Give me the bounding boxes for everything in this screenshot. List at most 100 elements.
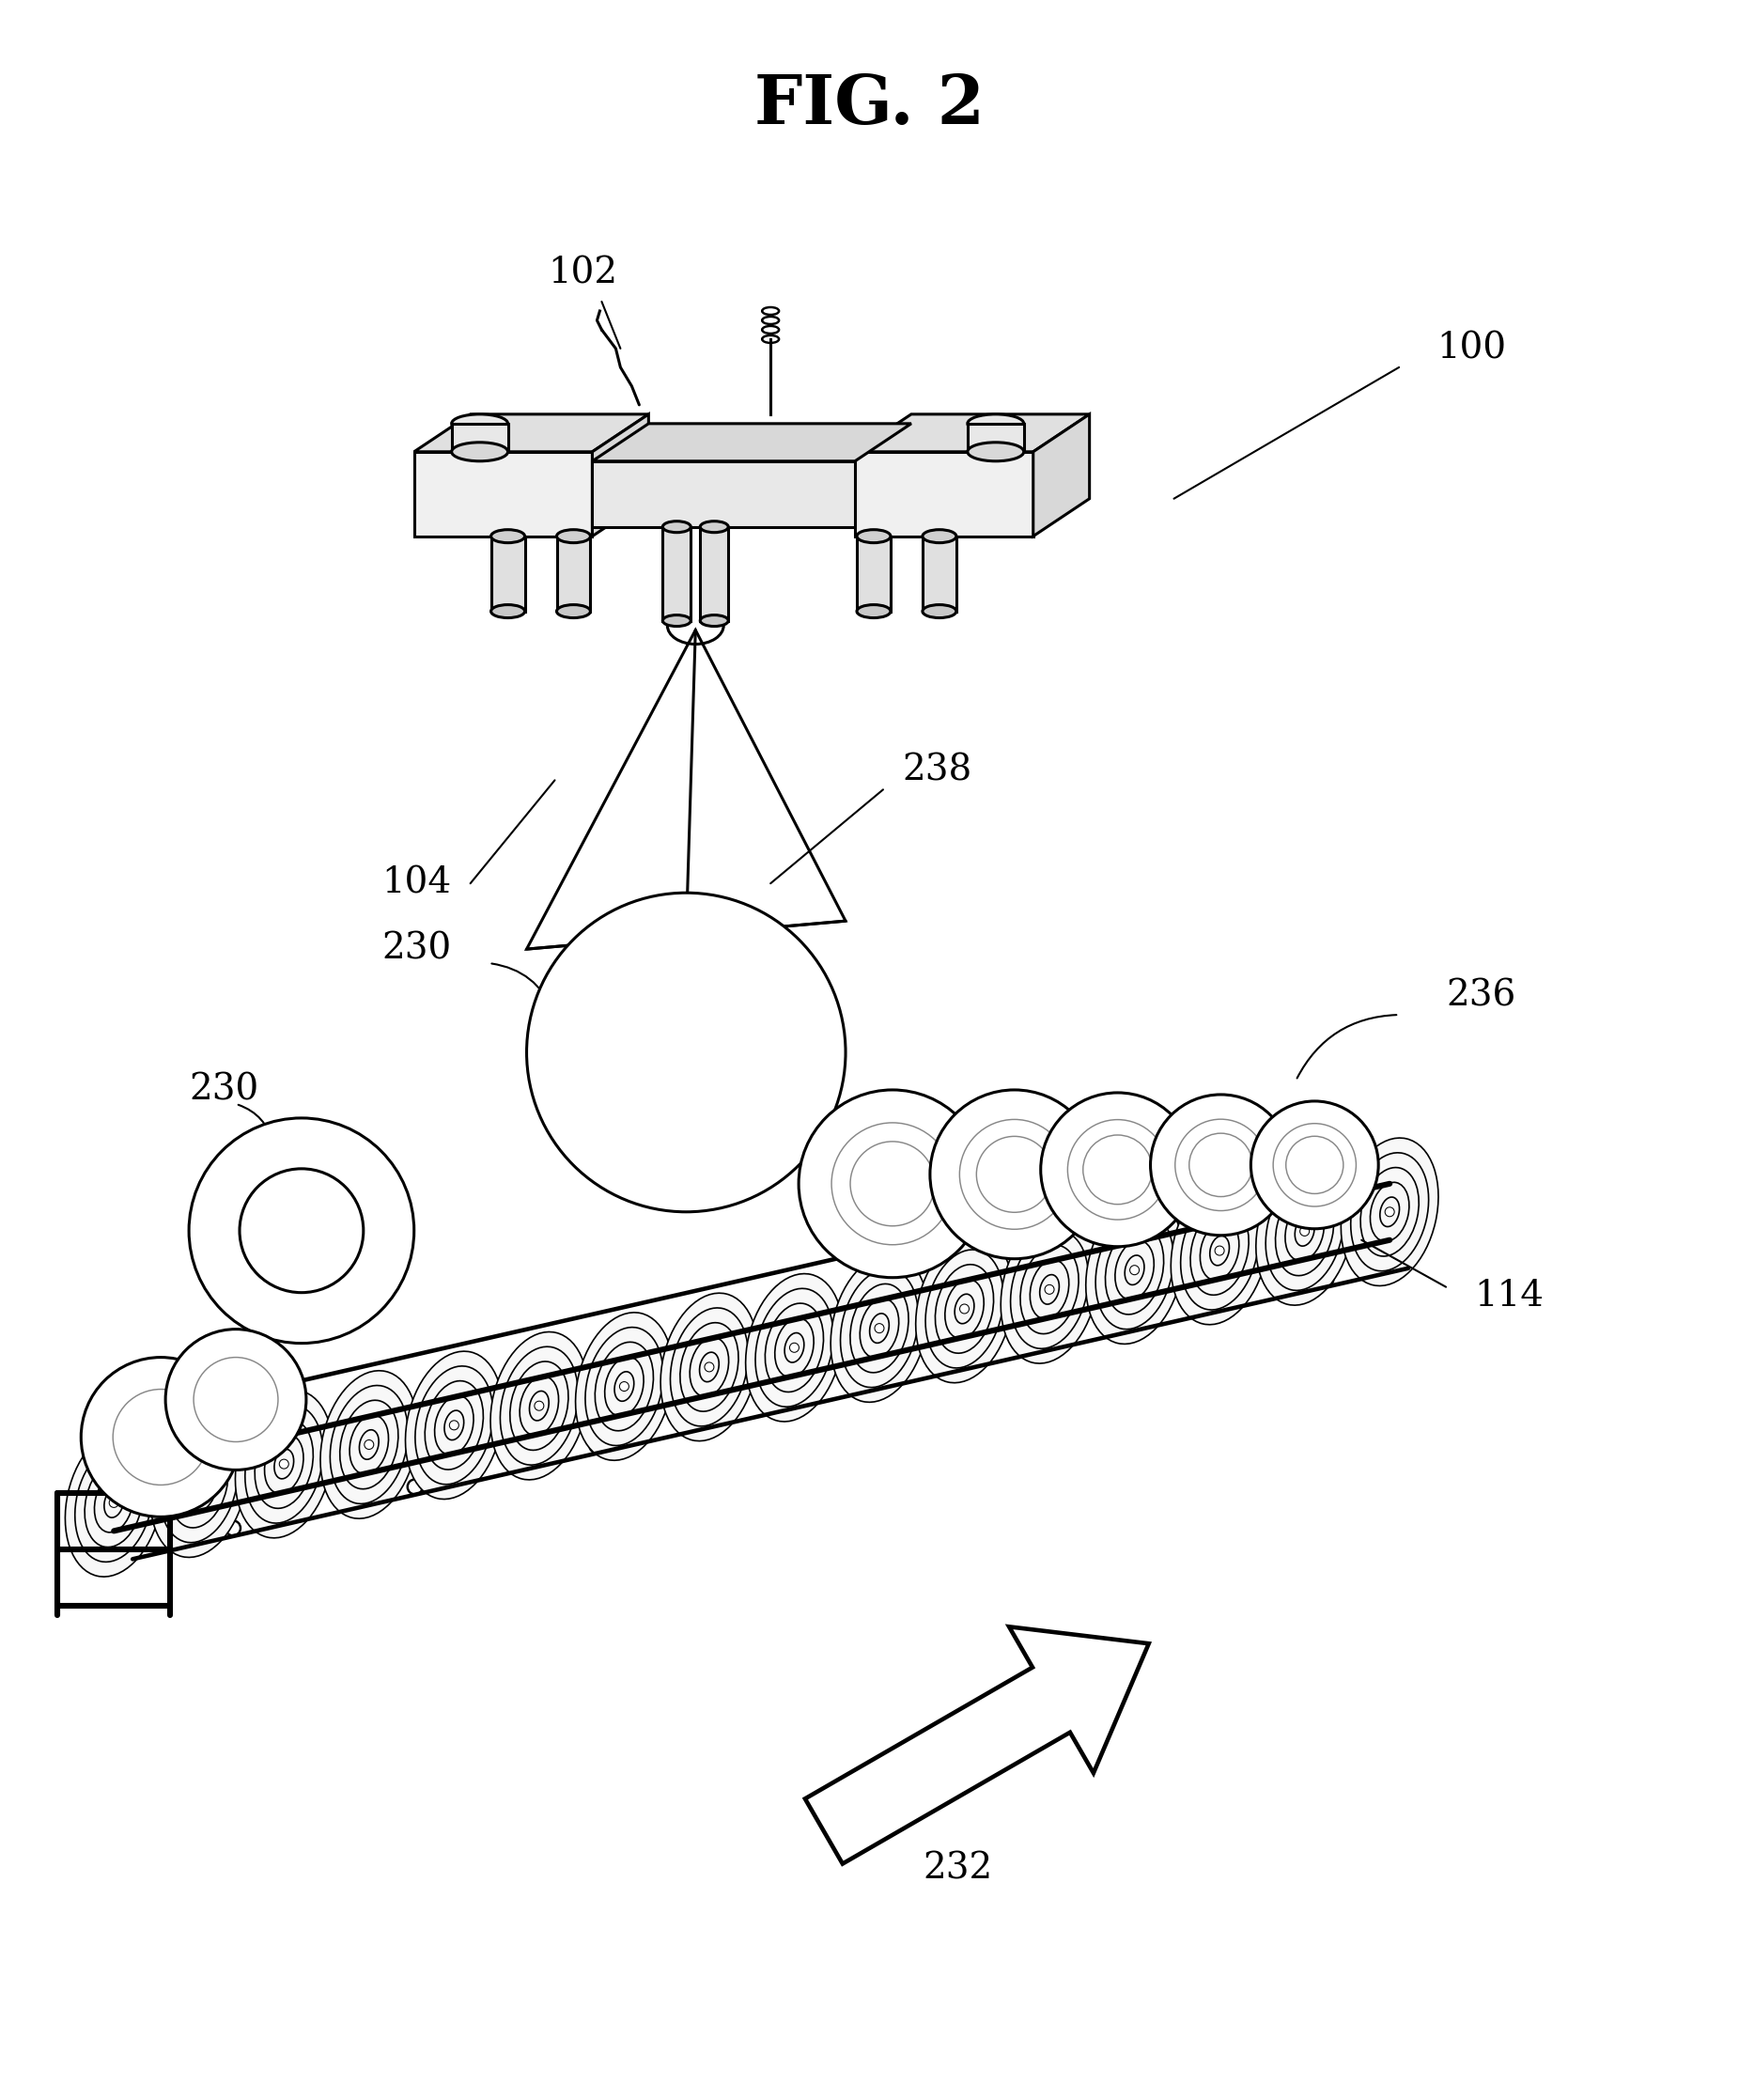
Circle shape bbox=[619, 1382, 630, 1390]
Ellipse shape bbox=[1191, 1205, 1249, 1296]
Text: FIG. 2: FIG. 2 bbox=[755, 71, 984, 139]
Ellipse shape bbox=[1370, 1182, 1409, 1241]
Ellipse shape bbox=[1106, 1226, 1163, 1315]
Ellipse shape bbox=[264, 1434, 303, 1493]
Ellipse shape bbox=[955, 1294, 974, 1323]
Circle shape bbox=[527, 892, 845, 1212]
Ellipse shape bbox=[85, 1457, 143, 1548]
Ellipse shape bbox=[520, 1376, 558, 1436]
Ellipse shape bbox=[840, 1268, 918, 1388]
Ellipse shape bbox=[784, 1333, 803, 1363]
Circle shape bbox=[365, 1441, 374, 1449]
Ellipse shape bbox=[170, 1438, 228, 1529]
Circle shape bbox=[195, 1478, 203, 1489]
Circle shape bbox=[798, 1090, 986, 1277]
Text: 114: 114 bbox=[1475, 1279, 1544, 1315]
Ellipse shape bbox=[765, 1304, 824, 1392]
Ellipse shape bbox=[857, 529, 890, 542]
Ellipse shape bbox=[1285, 1201, 1323, 1260]
Ellipse shape bbox=[1210, 1237, 1229, 1266]
Bar bbox=[556, 536, 591, 611]
Ellipse shape bbox=[416, 1367, 494, 1485]
Circle shape bbox=[407, 1478, 423, 1495]
Circle shape bbox=[1301, 1226, 1309, 1237]
Ellipse shape bbox=[339, 1401, 398, 1489]
Ellipse shape bbox=[916, 1235, 1014, 1382]
Ellipse shape bbox=[967, 443, 1024, 462]
Polygon shape bbox=[414, 414, 649, 451]
Circle shape bbox=[280, 1459, 289, 1468]
Ellipse shape bbox=[190, 1468, 209, 1497]
Bar bbox=[701, 527, 729, 622]
Ellipse shape bbox=[1266, 1172, 1344, 1289]
Polygon shape bbox=[593, 424, 911, 462]
Text: 230: 230 bbox=[383, 932, 452, 966]
Ellipse shape bbox=[663, 615, 690, 626]
Circle shape bbox=[82, 1357, 240, 1516]
Ellipse shape bbox=[859, 1298, 899, 1359]
Ellipse shape bbox=[435, 1396, 473, 1455]
Ellipse shape bbox=[701, 615, 729, 626]
Circle shape bbox=[534, 1401, 544, 1411]
Ellipse shape bbox=[762, 307, 779, 315]
Circle shape bbox=[1384, 1208, 1395, 1216]
Ellipse shape bbox=[870, 1312, 889, 1344]
Ellipse shape bbox=[762, 336, 779, 342]
Ellipse shape bbox=[424, 1382, 483, 1470]
Ellipse shape bbox=[680, 1323, 739, 1411]
Circle shape bbox=[704, 1363, 715, 1371]
Ellipse shape bbox=[1010, 1231, 1089, 1348]
Circle shape bbox=[1045, 1285, 1054, 1294]
Ellipse shape bbox=[967, 414, 1024, 433]
Circle shape bbox=[165, 1329, 306, 1470]
Bar bbox=[663, 527, 690, 622]
Ellipse shape bbox=[556, 605, 591, 617]
Ellipse shape bbox=[501, 1346, 577, 1466]
Circle shape bbox=[875, 1323, 883, 1333]
Ellipse shape bbox=[445, 1411, 464, 1441]
Ellipse shape bbox=[529, 1390, 550, 1420]
Ellipse shape bbox=[1085, 1197, 1183, 1344]
Circle shape bbox=[449, 1420, 459, 1430]
Ellipse shape bbox=[936, 1264, 993, 1352]
Circle shape bbox=[955, 1354, 969, 1369]
Ellipse shape bbox=[94, 1474, 134, 1533]
Circle shape bbox=[1216, 1245, 1224, 1256]
Ellipse shape bbox=[360, 1430, 379, 1459]
Ellipse shape bbox=[1360, 1168, 1419, 1256]
Ellipse shape bbox=[490, 1331, 588, 1480]
Text: 34: 34 bbox=[278, 1214, 325, 1247]
Circle shape bbox=[590, 1438, 605, 1453]
Ellipse shape bbox=[1351, 1153, 1429, 1270]
Circle shape bbox=[226, 1520, 240, 1535]
Ellipse shape bbox=[762, 317, 779, 323]
Ellipse shape bbox=[179, 1453, 219, 1512]
Polygon shape bbox=[593, 414, 649, 536]
Circle shape bbox=[772, 1396, 788, 1411]
Ellipse shape bbox=[245, 1405, 323, 1522]
Circle shape bbox=[960, 1304, 969, 1312]
Ellipse shape bbox=[1381, 1197, 1400, 1226]
Ellipse shape bbox=[160, 1424, 238, 1543]
Ellipse shape bbox=[699, 1352, 718, 1382]
Bar bbox=[857, 536, 890, 611]
Ellipse shape bbox=[922, 529, 956, 542]
Ellipse shape bbox=[1181, 1191, 1259, 1310]
Ellipse shape bbox=[1170, 1176, 1268, 1325]
Ellipse shape bbox=[256, 1420, 313, 1508]
Ellipse shape bbox=[150, 1409, 247, 1558]
Ellipse shape bbox=[275, 1449, 294, 1478]
Ellipse shape bbox=[330, 1386, 409, 1504]
Text: 238: 238 bbox=[903, 754, 972, 788]
Ellipse shape bbox=[1200, 1220, 1238, 1281]
Text: 232: 232 bbox=[923, 1852, 993, 1886]
Ellipse shape bbox=[746, 1275, 843, 1422]
Bar bbox=[452, 424, 508, 451]
Bar bbox=[922, 536, 956, 611]
Ellipse shape bbox=[670, 1308, 748, 1426]
Ellipse shape bbox=[510, 1361, 569, 1451]
Polygon shape bbox=[856, 414, 1089, 451]
Circle shape bbox=[930, 1090, 1099, 1258]
Circle shape bbox=[1130, 1266, 1139, 1275]
Ellipse shape bbox=[925, 1250, 1003, 1367]
